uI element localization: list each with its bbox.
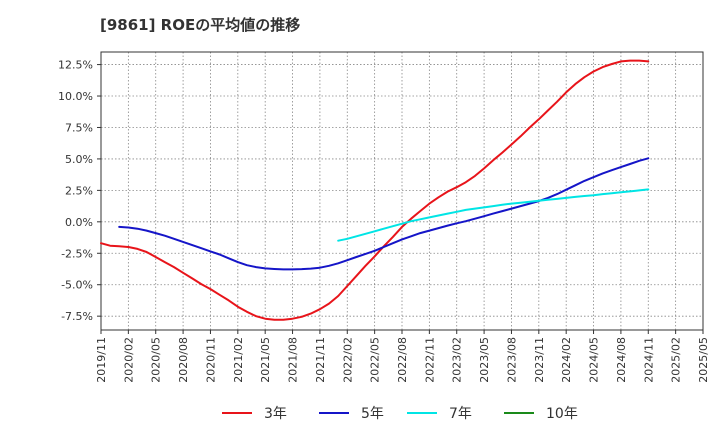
x-tick-label: 2022/05 <box>369 337 382 383</box>
y-tick-label: 12.5% <box>58 59 93 72</box>
x-tick-label: 2023/05 <box>478 337 491 383</box>
series-line-7年 <box>337 188 650 242</box>
y-tick-label: -7.5% <box>61 310 93 323</box>
legend-swatch <box>504 412 534 414</box>
y-tick-label: 5.0% <box>65 153 93 166</box>
legend-item: 7年 <box>407 403 472 423</box>
x-tick-label: 2020/05 <box>150 337 163 383</box>
legend-swatch <box>407 412 437 414</box>
series-line-5年 <box>118 157 650 271</box>
legend-label: 7年 <box>449 406 472 422</box>
x-tick-label: 2021/05 <box>259 337 272 383</box>
x-tick-label: 2020/02 <box>122 337 135 383</box>
x-tick-label: 2024/08 <box>615 337 628 383</box>
legend-label: 10年 <box>546 406 578 422</box>
x-tick-label: 2020/08 <box>177 337 190 383</box>
y-tick-label: -5.0% <box>61 279 93 292</box>
legend-label: 3年 <box>264 406 287 422</box>
legend-item: 3年 <box>222 403 287 423</box>
x-tick-label: 2022/08 <box>396 337 409 383</box>
y-tick-label: 2.5% <box>65 184 93 197</box>
x-tick-label: 2020/11 <box>204 337 217 383</box>
x-tick-label: 2024/11 <box>642 337 655 383</box>
legend-item: 5年 <box>319 403 384 423</box>
legend-label: 5年 <box>361 406 384 422</box>
series-line-3年 <box>100 59 650 321</box>
x-tick-label: 2025/05 <box>697 337 710 383</box>
x-tick-label: 2019/11 <box>95 337 108 383</box>
x-tick-label: 2022/02 <box>341 337 354 383</box>
x-tick-label: 2021/11 <box>314 337 327 383</box>
y-tick-label: 10.0% <box>58 90 93 103</box>
x-tick-label: 2023/11 <box>533 337 546 383</box>
x-tick-label: 2023/02 <box>451 337 464 383</box>
x-tick-label: 2021/08 <box>287 337 300 383</box>
legend-item: 10年 <box>504 403 578 423</box>
legend-swatch <box>222 412 252 414</box>
x-tick-label: 2021/02 <box>232 337 245 383</box>
y-tick-label: -2.5% <box>61 247 93 260</box>
x-tick-label: 2025/02 <box>670 337 683 383</box>
x-tick-label: 2022/11 <box>423 337 436 383</box>
chart-title: [9861] ROEの平均値の推移 <box>100 16 301 34</box>
x-tick-label: 2024/02 <box>560 337 573 383</box>
y-tick-label: 0.0% <box>65 216 93 229</box>
plot-frame <box>100 51 704 331</box>
chart-legend: 3年 5年 7年 10年 <box>0 403 720 427</box>
x-tick-label: 2024/05 <box>588 337 601 383</box>
legend-swatch <box>319 412 349 414</box>
x-tick-label: 2023/08 <box>505 337 518 383</box>
y-tick-label: 7.5% <box>65 121 93 134</box>
